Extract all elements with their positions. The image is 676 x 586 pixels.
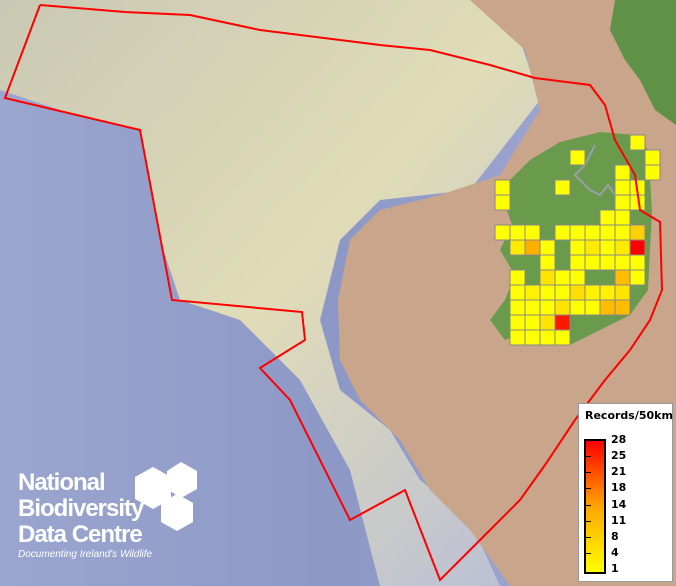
logo-line-1: National	[18, 469, 106, 496]
river	[573, 144, 621, 197]
grid-cell[interactable]	[524, 284, 541, 301]
grid-cell[interactable]	[554, 269, 571, 286]
grid-cell[interactable]	[539, 239, 556, 256]
grid-cell[interactable]	[569, 284, 586, 301]
grid-cell[interactable]	[584, 299, 601, 316]
legend-tick-mark	[586, 504, 591, 506]
grid-cell[interactable]	[539, 284, 556, 301]
continental-shelf	[0, 0, 540, 586]
grid-cell[interactable]	[614, 224, 631, 241]
grid-cell[interactable]	[509, 224, 526, 241]
legend-title: Records/50km	[585, 409, 673, 422]
grid-cell[interactable]	[629, 239, 646, 256]
grid-cell[interactable]	[614, 209, 631, 226]
grid-cell[interactable]	[614, 179, 631, 196]
grid-cell[interactable]	[599, 254, 616, 271]
grid-cell[interactable]	[614, 299, 631, 316]
grid-cell[interactable]	[554, 299, 571, 316]
legend-tick-label: 21	[611, 465, 627, 479]
grid-cell[interactable]	[629, 269, 646, 286]
grid-cell[interactable]	[509, 239, 526, 256]
grid-cell[interactable]	[554, 329, 571, 346]
legend-tick-label: 25	[611, 449, 627, 463]
grid-cell[interactable]	[569, 224, 586, 241]
grid-cell[interactable]	[599, 299, 616, 316]
grid-cell[interactable]	[539, 269, 556, 286]
grid-cell[interactable]	[509, 299, 526, 316]
grid-cell[interactable]	[599, 239, 616, 256]
grid-cell[interactable]	[494, 224, 511, 241]
grid-cell[interactable]	[509, 329, 526, 346]
grid-cell[interactable]	[539, 329, 556, 346]
legend-tick-mark	[586, 456, 591, 458]
legend: Records/50km 28 25 21 18 14 11 8 4 1	[578, 403, 673, 582]
grid-cell[interactable]	[584, 224, 601, 241]
records-grid	[494, 134, 661, 346]
grid-cell[interactable]	[524, 224, 541, 241]
grid-cell[interactable]	[539, 254, 556, 271]
grid-cell[interactable]	[569, 239, 586, 256]
grid-cell[interactable]	[629, 134, 646, 151]
grid-cell[interactable]	[629, 224, 646, 241]
grid-cell[interactable]	[509, 269, 526, 286]
legend-tick-label: 11	[611, 513, 627, 527]
grid-cell[interactable]	[614, 254, 631, 271]
logo-tagline: Documenting Ireland's Wildlife	[18, 549, 153, 560]
grid-cell[interactable]	[644, 149, 661, 166]
grid-cell[interactable]	[509, 314, 526, 331]
legend-tick-label: 14	[611, 497, 627, 511]
grid-cell[interactable]	[584, 284, 601, 301]
eez-boundary	[3, 4, 664, 582]
logo-line-2: Biodiversity	[18, 495, 144, 522]
logo-line-3: Data Centre	[18, 521, 143, 548]
grid-cell[interactable]	[494, 194, 511, 211]
grid-cell[interactable]	[599, 209, 616, 226]
grid-cell[interactable]	[554, 179, 571, 196]
grid-cell[interactable]	[524, 299, 541, 316]
legend-tick-label: 28	[611, 433, 627, 446]
nbdc-logo: National Biodiversity Data Centre Docume…	[18, 469, 153, 561]
grid-cell[interactable]	[569, 299, 586, 316]
grid-cell[interactable]	[539, 299, 556, 316]
grid-cell[interactable]	[614, 284, 631, 301]
legend-tick-mark	[586, 552, 591, 554]
legend-tick-label: 1	[611, 562, 619, 575]
grid-cell[interactable]	[584, 239, 601, 256]
grid-cell[interactable]	[614, 164, 631, 181]
legend-tick-label: 4	[611, 545, 619, 559]
grid-cell[interactable]	[614, 194, 631, 211]
grid-cell[interactable]	[629, 254, 646, 271]
grid-cell[interactable]	[599, 284, 616, 301]
grid-cell[interactable]	[524, 329, 541, 346]
grid-cell[interactable]	[524, 239, 541, 256]
grid-cell[interactable]	[524, 314, 541, 331]
grid-cell[interactable]	[554, 314, 571, 331]
grid-cell[interactable]	[569, 269, 586, 286]
grid-cell[interactable]	[584, 254, 601, 271]
legend-tick-mark	[586, 472, 591, 474]
legend-tick-mark	[586, 488, 591, 490]
grid-cell[interactable]	[569, 149, 586, 166]
grid-cell[interactable]	[644, 164, 661, 181]
grid-cell[interactable]	[554, 284, 571, 301]
grid-cell[interactable]	[509, 284, 526, 301]
grid-cell[interactable]	[494, 179, 511, 196]
grid-cell[interactable]	[599, 224, 616, 241]
logo-hexagon-icon	[135, 462, 197, 531]
legend-tick-mark	[586, 536, 591, 538]
legend-tick-mark	[586, 520, 591, 522]
grid-cell[interactable]	[554, 224, 571, 241]
grid-cell[interactable]	[614, 239, 631, 256]
grid-cell[interactable]	[569, 254, 586, 271]
grid-cell[interactable]	[539, 314, 556, 331]
scotland-land	[610, 0, 676, 125]
legend-tick-label: 18	[611, 481, 627, 495]
legend-tick-label: 8	[611, 529, 619, 543]
grid-cell[interactable]	[614, 269, 631, 286]
